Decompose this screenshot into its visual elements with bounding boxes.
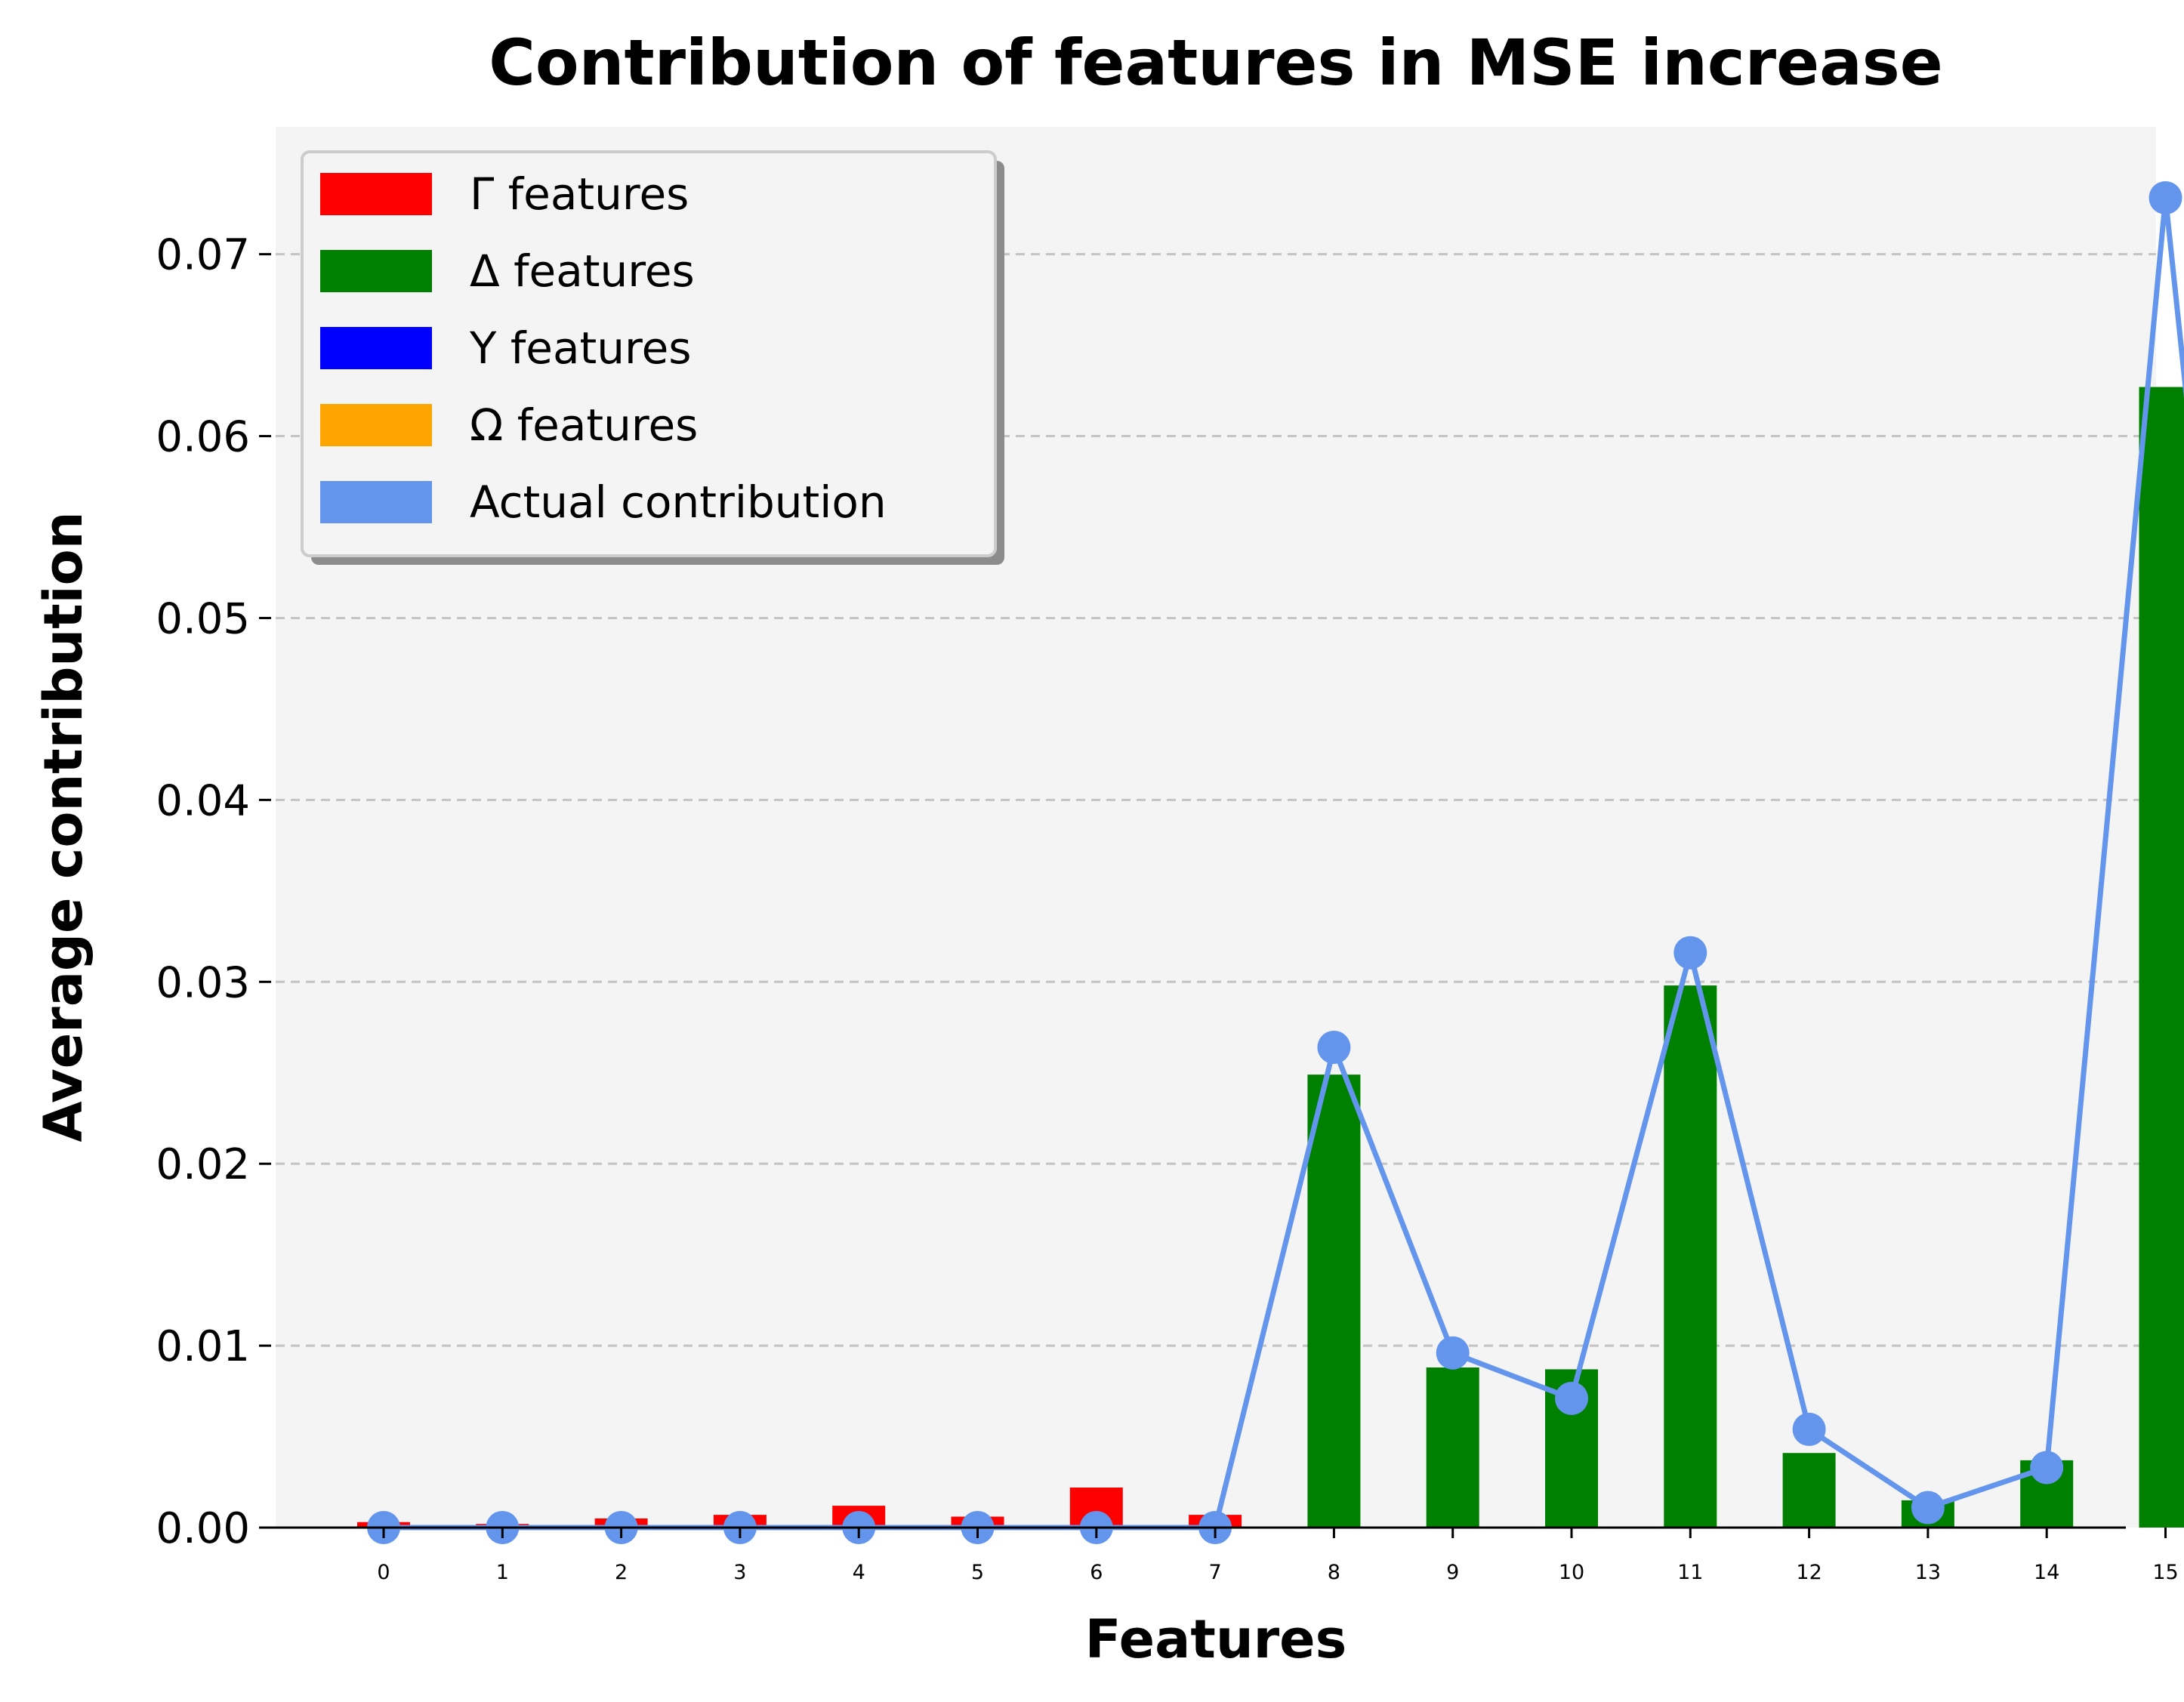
legend-label: Δ features xyxy=(470,245,695,297)
legend-label: Actual contribution xyxy=(470,476,887,528)
y-axis-ticks: 0.00 0.01 0.02 0.03 0.04 0.05 0.06 0.07 xyxy=(156,231,271,1553)
legend-label: Υ features xyxy=(469,322,691,374)
bar-feature-12 xyxy=(1782,1453,1836,1528)
y-axis-label: Average contribution xyxy=(32,511,94,1142)
x-axis-ticks: 0123456789101112131415161718192021222324… xyxy=(377,1528,2179,1584)
series-point-13 xyxy=(1911,1491,1945,1525)
x-tick-label: 14 xyxy=(2034,1561,2059,1584)
legend-swatch xyxy=(320,173,432,215)
series-point-9 xyxy=(1436,1336,1470,1370)
x-tick-label: 11 xyxy=(1677,1561,1703,1584)
legend-swatch xyxy=(320,481,432,523)
legend-label: Ω features xyxy=(470,399,698,451)
x-tick-label: 4 xyxy=(853,1561,865,1584)
y-tick-label: 0.06 xyxy=(156,413,250,462)
legend-swatch xyxy=(320,327,432,369)
x-tick-label: 9 xyxy=(1446,1561,1459,1584)
legend-swatch xyxy=(320,404,432,446)
legend: Γ features Δ features Υ features Ω features… xyxy=(301,150,1004,565)
bar-feature-9 xyxy=(1426,1367,1479,1528)
x-tick-label: 5 xyxy=(971,1561,984,1584)
bar-feature-11 xyxy=(1664,985,1717,1528)
x-tick-label: 3 xyxy=(733,1561,746,1584)
series-point-12 xyxy=(1792,1412,1826,1446)
x-tick-label: 12 xyxy=(1796,1561,1822,1584)
chart-title: Contribution of features in MSE increase xyxy=(489,26,1942,100)
x-tick-label: 10 xyxy=(1559,1561,1584,1584)
legend-entries: Γ features Δ features Υ features Ω features… xyxy=(320,168,887,528)
y-tick-label: 0.05 xyxy=(156,594,250,643)
y-tick-label: 0.07 xyxy=(156,231,250,280)
legend-box xyxy=(301,150,997,557)
x-tick-label: 7 xyxy=(1209,1561,1222,1584)
series-point-8 xyxy=(1317,1031,1351,1064)
x-tick-label: 6 xyxy=(1090,1561,1103,1584)
x-tick-label: 1 xyxy=(496,1561,509,1584)
x-tick-label: 13 xyxy=(1915,1561,1941,1584)
y-tick-label: 0.03 xyxy=(156,958,250,1007)
x-tick-label: 0 xyxy=(377,1561,390,1584)
grid-lines xyxy=(276,253,2156,1347)
bar-feature-8 xyxy=(1307,1075,1361,1528)
legend-label: Γ features xyxy=(470,168,689,220)
x-tick-label: 15 xyxy=(2152,1561,2178,1584)
series-point-11 xyxy=(1673,936,1707,970)
y-tick-label: 0.00 xyxy=(156,1504,250,1553)
y-tick-label: 0.04 xyxy=(156,776,250,825)
series-point-14 xyxy=(2030,1451,2064,1485)
x-tick-label: 8 xyxy=(1328,1561,1340,1584)
legend-swatch xyxy=(320,250,432,292)
series-point-10 xyxy=(1555,1381,1588,1415)
x-tick-label: 2 xyxy=(615,1561,628,1584)
y-tick-label: 0.01 xyxy=(156,1322,250,1371)
series-point-15 xyxy=(2149,180,2182,214)
bar-feature-15 xyxy=(2139,387,2184,1528)
x-axis-label: Features xyxy=(1085,1608,1347,1670)
y-tick-label: 0.02 xyxy=(156,1140,250,1189)
